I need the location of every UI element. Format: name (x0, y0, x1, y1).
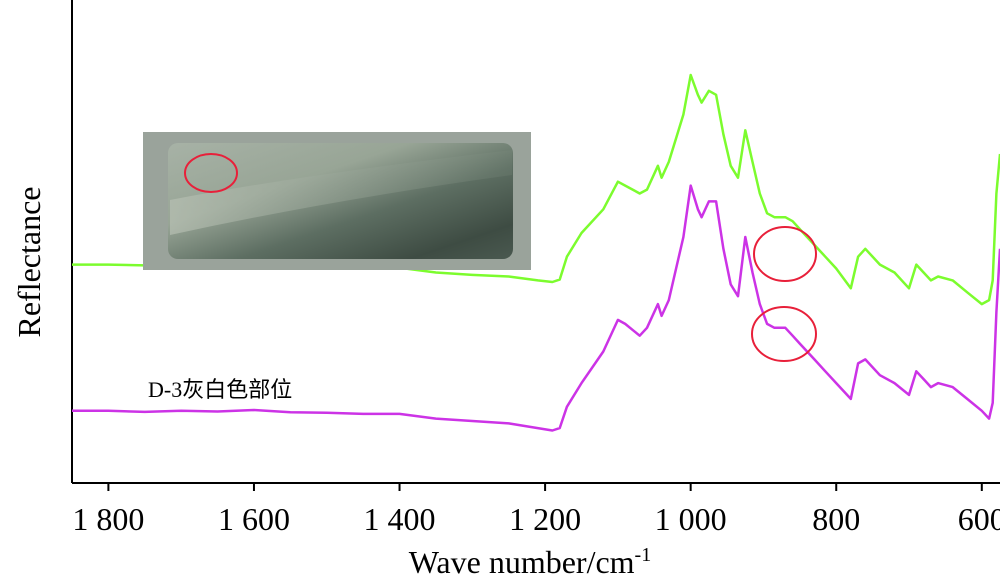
y-axis-label: Reflectance (11, 187, 47, 338)
inset-stone-band (170, 150, 512, 235)
inset-red-circle (184, 153, 238, 193)
highlight-circle-upper (753, 226, 817, 282)
x-axis-label: Wave number/cm-1 (409, 544, 651, 580)
x-axis-label-superscript: -1 (635, 544, 652, 566)
x-tick-label-1600: 1 600 (218, 501, 290, 537)
series-lines (72, 73, 1000, 432)
x-axis-label-main: Wave number/cm (409, 544, 635, 580)
inset-sample-photo (143, 132, 531, 270)
x-tick-label-600: 600 (958, 501, 1000, 537)
series-line-upper (72, 73, 1000, 306)
x-tick-label-1000: 1 000 (655, 501, 727, 537)
x-tick-label-1400: 1 400 (364, 501, 436, 537)
sample-annotation: D-3灰白色部位 (148, 377, 292, 402)
x-tick-label-800: 800 (812, 501, 860, 537)
highlight-circle-lower (751, 306, 817, 362)
x-tick-label-1200: 1 200 (509, 501, 581, 537)
series-line-lower (72, 184, 1000, 432)
x-ticks: 1 800 1 600 1 400 1 200 1 000 800 600 (72, 483, 1000, 537)
x-tick-label-1800: 1 800 (72, 501, 144, 537)
